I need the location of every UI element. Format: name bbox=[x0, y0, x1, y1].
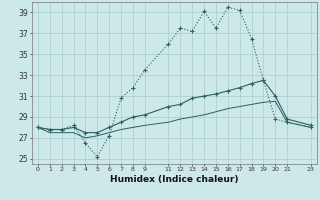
X-axis label: Humidex (Indice chaleur): Humidex (Indice chaleur) bbox=[110, 175, 239, 184]
